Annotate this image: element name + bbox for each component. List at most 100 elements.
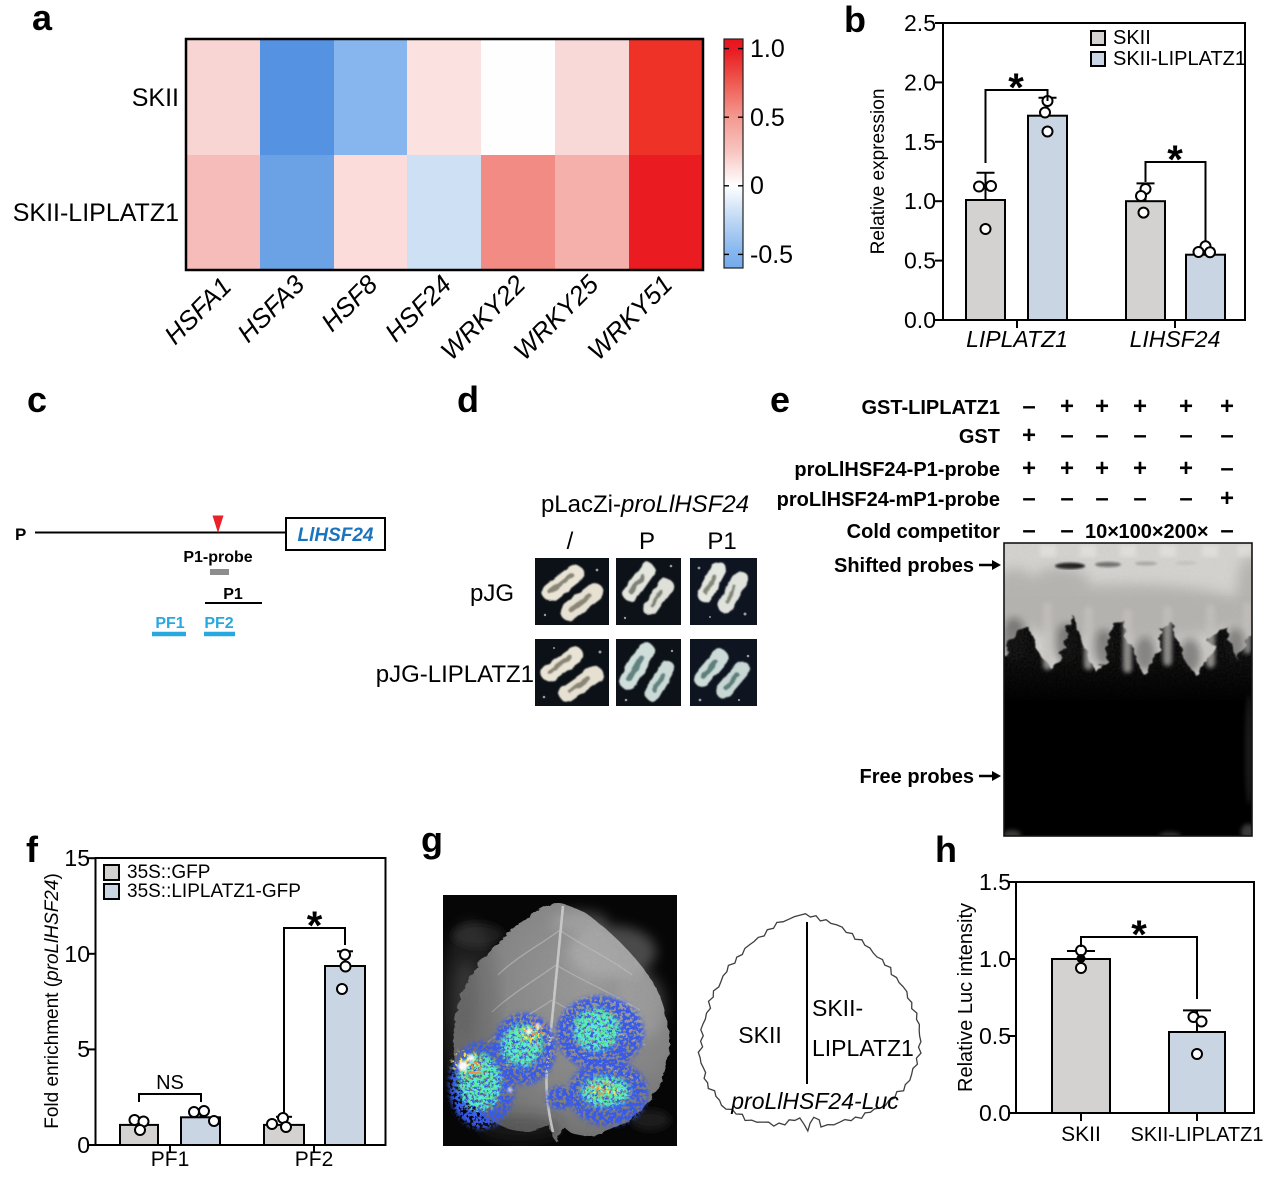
svg-text:–: –: [1060, 485, 1073, 512]
svg-text:Shifted probes: Shifted probes: [834, 555, 974, 577]
svg-text:HSFA3: HSFA3: [231, 269, 310, 348]
svg-text:10×: 10×: [1085, 521, 1119, 543]
svg-text:proLlHSF24-P1-probe: proLlHSF24-P1-probe: [794, 459, 1000, 481]
svg-text:P1: P1: [223, 586, 243, 603]
svg-text:pJG-LIPLATZ1: pJG-LIPLATZ1: [376, 661, 534, 688]
svg-text:proLlHSF24-mP1-probe: proLlHSF24-mP1-probe: [777, 489, 1000, 511]
svg-text:–: –: [1220, 455, 1233, 482]
svg-text:Relative Luc intensity: Relative Luc intensity: [955, 903, 977, 1092]
svg-text:+: +: [1133, 393, 1147, 420]
svg-text:Free probes: Free probes: [860, 766, 974, 788]
svg-text:HSF8: HSF8: [315, 269, 384, 338]
svg-text:SKII: SKII: [1061, 1123, 1101, 1146]
svg-text:GST: GST: [959, 426, 1000, 448]
svg-text:Relative expression: Relative expression: [868, 89, 889, 255]
svg-text:Fold enrichment (proLlHSF24): Fold enrichment (proLlHSF24): [42, 873, 63, 1129]
svg-text:+: +: [1220, 485, 1234, 512]
svg-text:Cold competitor: Cold competitor: [847, 521, 1001, 543]
svg-text:–: –: [1022, 517, 1035, 544]
svg-text:+: +: [1022, 422, 1036, 449]
svg-text:SKII: SKII: [1113, 27, 1151, 49]
svg-text:–: –: [1022, 393, 1035, 420]
svg-text:LlHSF24: LlHSF24: [297, 525, 373, 546]
svg-text:5: 5: [77, 1036, 90, 1062]
svg-text:200×: 200×: [1163, 521, 1208, 543]
svg-text:+: +: [1179, 393, 1193, 420]
svg-text:0.5: 0.5: [904, 248, 936, 274]
svg-text:PF1: PF1: [155, 615, 184, 632]
svg-text:+: +: [1060, 455, 1074, 482]
svg-text:–: –: [1179, 485, 1192, 512]
svg-text:–: –: [1060, 422, 1073, 449]
svg-text:P: P: [15, 525, 26, 544]
svg-text:PF1: PF1: [151, 1148, 190, 1171]
svg-text:h: h: [935, 829, 957, 870]
svg-text:SKII-LIPLATZ1: SKII-LIPLATZ1: [1130, 1124, 1263, 1146]
svg-text:–: –: [1133, 422, 1146, 449]
svg-text:SKII: SKII: [132, 84, 179, 112]
svg-text:g: g: [421, 819, 443, 860]
svg-text:e: e: [770, 379, 790, 420]
svg-text:0: 0: [750, 172, 764, 200]
svg-text:proLlHSF24-Luc: proLlHSF24-Luc: [730, 1088, 899, 1114]
svg-text:–: –: [1060, 517, 1073, 544]
svg-text:1.0: 1.0: [979, 946, 1011, 972]
svg-text:2.5: 2.5: [904, 10, 936, 36]
svg-text:–: –: [1022, 485, 1035, 512]
svg-text:–: –: [1179, 422, 1192, 449]
svg-text:0: 0: [77, 1132, 90, 1158]
svg-text:LIPLATZ1: LIPLATZ1: [966, 326, 1068, 352]
svg-text:1.5: 1.5: [979, 869, 1011, 895]
svg-text:-0.5: -0.5: [750, 241, 793, 269]
svg-text:+: +: [1133, 455, 1147, 482]
svg-text:0.0: 0.0: [904, 307, 936, 333]
svg-text:SKII-LIPLATZ1: SKII-LIPLATZ1: [1113, 48, 1246, 70]
svg-text:f: f: [26, 829, 39, 870]
svg-text:LIPLATZ1: LIPLATZ1: [812, 1035, 914, 1061]
svg-text:*: *: [1131, 913, 1147, 957]
svg-text:NS: NS: [156, 1072, 184, 1094]
svg-text:35S::GFP: 35S::GFP: [127, 862, 210, 883]
svg-text:1.0: 1.0: [750, 35, 785, 63]
svg-text:P: P: [639, 528, 655, 555]
svg-text:*: *: [1167, 138, 1183, 182]
svg-text:+: +: [1220, 393, 1234, 420]
svg-text:1.0: 1.0: [904, 188, 936, 214]
svg-text:*: *: [307, 904, 323, 948]
svg-text:LIHSF24: LIHSF24: [1130, 326, 1221, 352]
svg-text:*: *: [1008, 66, 1024, 110]
svg-text:–: –: [1095, 422, 1108, 449]
svg-text:a: a: [32, 0, 53, 38]
svg-text:+: +: [1060, 393, 1074, 420]
svg-text:2.0: 2.0: [904, 69, 936, 95]
svg-text:P1-probe: P1-probe: [183, 549, 252, 566]
svg-text:+: +: [1022, 455, 1036, 482]
svg-text:+: +: [1095, 455, 1109, 482]
svg-text:–: –: [1095, 485, 1108, 512]
svg-text:GST-LIPLATZ1: GST-LIPLATZ1: [861, 397, 1000, 419]
svg-text:c: c: [27, 379, 47, 420]
svg-text:PF2: PF2: [295, 1148, 334, 1171]
svg-text:1.5: 1.5: [904, 129, 936, 155]
svg-text:0.5: 0.5: [750, 104, 785, 132]
svg-text:15: 15: [64, 845, 90, 871]
svg-text:HSFA1: HSFA1: [158, 271, 237, 350]
svg-text:PF2: PF2: [204, 615, 233, 632]
svg-text:P1: P1: [707, 528, 736, 555]
svg-text:pLacZi-proLlHSF24: pLacZi-proLlHSF24: [541, 491, 749, 518]
svg-text:SKII-: SKII-: [812, 995, 863, 1021]
svg-text:pJG: pJG: [470, 580, 514, 607]
svg-text:+: +: [1179, 455, 1193, 482]
svg-text:–: –: [1133, 485, 1146, 512]
svg-text:SKII-LIPLATZ1: SKII-LIPLATZ1: [13, 199, 179, 227]
svg-text:d: d: [457, 379, 479, 420]
svg-text:100×: 100×: [1118, 521, 1163, 543]
svg-text:/: /: [567, 528, 574, 555]
svg-text:35S::LIPLATZ1-GFP: 35S::LIPLATZ1-GFP: [127, 881, 301, 902]
svg-text:–: –: [1220, 422, 1233, 449]
svg-text:–: –: [1220, 517, 1233, 544]
svg-text:+: +: [1095, 393, 1109, 420]
svg-text:b: b: [844, 0, 866, 40]
svg-text:0.5: 0.5: [979, 1023, 1011, 1049]
svg-text:SKII: SKII: [738, 1022, 781, 1048]
